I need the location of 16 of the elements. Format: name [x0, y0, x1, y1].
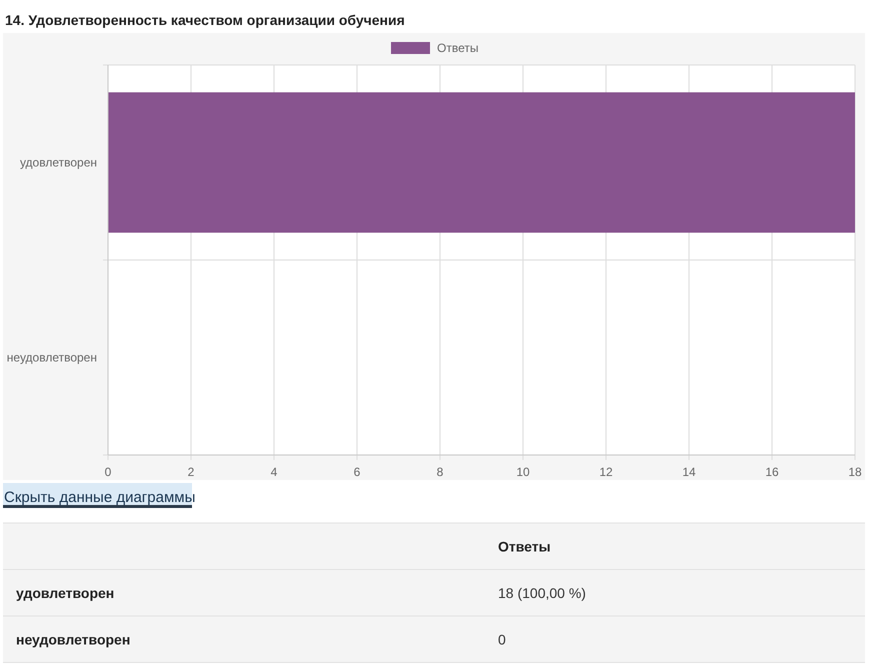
text: Скрыть данные диаграммы [4, 489, 196, 506]
x-tick-label: 16 [765, 465, 779, 479]
chart-title: 14. Удовлетворенность качеством организации обучения [5, 12, 405, 28]
x-tick-label: 18 [848, 465, 862, 479]
x-tick-label: 10 [516, 465, 530, 479]
x-tick-label: 14 [682, 465, 696, 479]
x-tick-label: 4 [270, 465, 278, 479]
text: 18 (100,00 %) [498, 584, 586, 601]
x-tick-label: 8 [436, 465, 444, 479]
text: 0 [498, 631, 506, 648]
x-tick-label: 2 [188, 465, 195, 479]
x-tick-label: 6 [354, 465, 361, 479]
legend-label: Ответы [437, 41, 478, 55]
text: Ответы [498, 538, 551, 554]
x-tick-label: 0 [104, 465, 112, 479]
x-tick-label: 12 [599, 465, 613, 479]
